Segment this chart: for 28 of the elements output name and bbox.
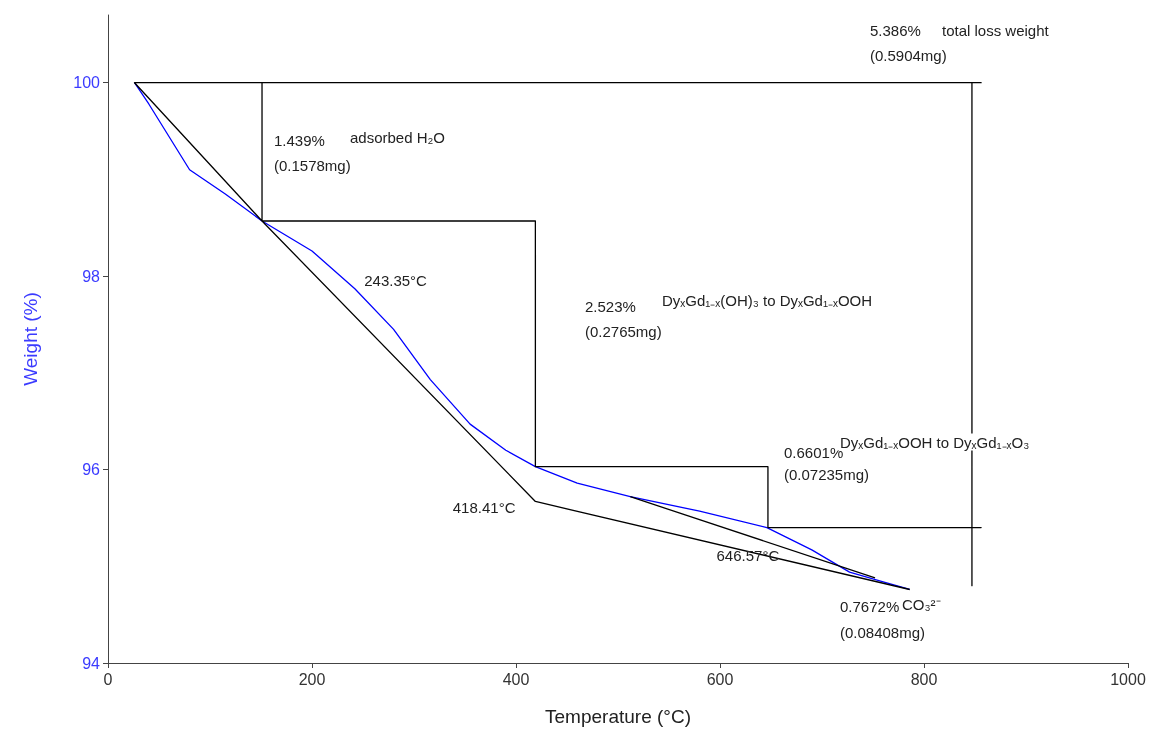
- annotation: DyₓGd₁₋ₓ(OH)₃ to DyₓGd₁₋ₓOOH: [662, 291, 873, 309]
- x-tick-label: 800: [910, 670, 938, 688]
- annotation: 0.7672%: [840, 597, 900, 615]
- y-tick-label: 94: [82, 654, 101, 672]
- annotation: (0.08408mg): [840, 623, 926, 641]
- annotation: 646.57°C: [716, 547, 780, 565]
- annotation: 2.523%: [585, 297, 636, 315]
- annotation: 1.439%: [274, 131, 325, 149]
- y-tick-label: 100: [73, 74, 101, 92]
- x-tick-label: 400: [502, 670, 530, 688]
- annotation: 418.41°C: [452, 498, 516, 516]
- x-tick-label: 0: [103, 670, 113, 688]
- annotation: (0.2765mg): [585, 322, 662, 340]
- annotation: adsorbed H₂O: [350, 128, 446, 146]
- annotation: total loss weight: [942, 21, 1050, 39]
- x-axis-title: Temperature (°C): [545, 706, 691, 727]
- annotation: 5.386%: [870, 21, 921, 39]
- annotation: (0.07235mg): [784, 465, 870, 483]
- annotation: CO₃²⁻: [902, 595, 941, 613]
- annotation: 243.35°C: [364, 272, 428, 290]
- y-tick-label: 96: [82, 461, 101, 479]
- annotation: (0.5904mg): [870, 46, 947, 64]
- x-tick-label: 1000: [1110, 670, 1146, 688]
- y-tick-label: 98: [82, 267, 101, 285]
- x-tick-label: 600: [706, 670, 734, 688]
- x-tick-label: 200: [298, 670, 326, 688]
- y-axis-title: Weight (%): [20, 292, 41, 386]
- annotation: (0.1578mg): [274, 156, 351, 174]
